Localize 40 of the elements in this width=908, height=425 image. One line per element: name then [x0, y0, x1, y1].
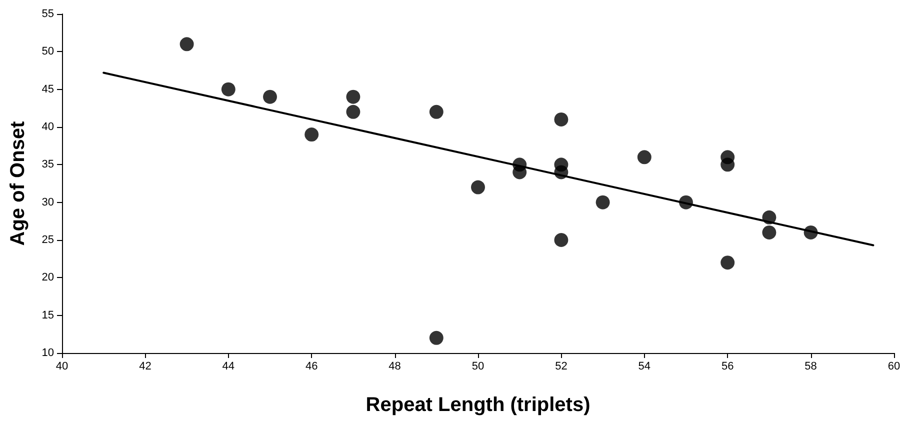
- point: [720, 158, 735, 172]
- y-tick-label: 45: [42, 83, 54, 96]
- point: [762, 225, 776, 240]
- y-tick-label: 30: [42, 196, 54, 208]
- point: [263, 90, 277, 104]
- point: [221, 82, 236, 96]
- x-tick-label: 56: [721, 360, 734, 372]
- y-tick-label: 25: [42, 234, 54, 246]
- x-tick-label: 52: [555, 360, 568, 372]
- x-tick-label: 40: [56, 360, 68, 372]
- y-tick-label: 15: [42, 309, 54, 322]
- point: [471, 180, 485, 194]
- y-tick-label: 40: [42, 121, 54, 133]
- x-tick-label: 44: [222, 360, 235, 372]
- point: [346, 104, 360, 119]
- point: [637, 150, 652, 164]
- y-tick-label: 55: [42, 8, 54, 20]
- x-tick-label: 48: [388, 360, 401, 372]
- y-axis-title: Age of Onset: [7, 120, 29, 246]
- point: [346, 90, 360, 104]
- x-tick-label: 46: [305, 360, 318, 372]
- point: [554, 112, 568, 126]
- x-tick-label: 54: [638, 360, 651, 372]
- x-axis-title: Repeat Length (triplets): [366, 394, 590, 416]
- y-tick-label: 35: [42, 158, 54, 171]
- x-tick-label: 60: [888, 360, 900, 372]
- point: [554, 233, 568, 247]
- x-tick-label: 50: [472, 360, 484, 372]
- point: [429, 104, 444, 119]
- point: [180, 37, 194, 52]
- x-tick-label: 58: [804, 360, 817, 372]
- point: [720, 256, 735, 270]
- y-tick-label: 10: [42, 347, 54, 359]
- y-tick-label: 50: [42, 46, 54, 58]
- point: [304, 128, 319, 142]
- y-tick-label: 20: [42, 272, 54, 284]
- x-tick-label: 42: [139, 360, 152, 372]
- point: [512, 165, 527, 180]
- point: [596, 195, 610, 210]
- point: [429, 330, 444, 345]
